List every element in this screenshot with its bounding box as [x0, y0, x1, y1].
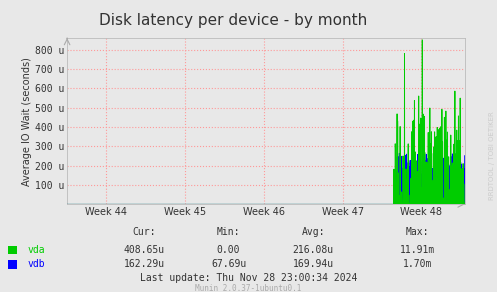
Text: 408.65u: 408.65u: [124, 245, 165, 255]
Text: 11.91m: 11.91m: [400, 245, 435, 255]
Text: 216.08u: 216.08u: [293, 245, 333, 255]
Text: RRDTOOL / TOBI OETIKER: RRDTOOL / TOBI OETIKER: [489, 111, 495, 200]
Text: vdb: vdb: [27, 259, 45, 269]
Text: Munin 2.0.37-1ubuntu0.1: Munin 2.0.37-1ubuntu0.1: [195, 284, 302, 292]
Text: 1.70m: 1.70m: [403, 259, 432, 269]
Text: Last update: Thu Nov 28 23:00:34 2024: Last update: Thu Nov 28 23:00:34 2024: [140, 273, 357, 283]
Text: 67.69u: 67.69u: [211, 259, 246, 269]
Text: Cur:: Cur:: [132, 227, 156, 237]
Text: Max:: Max:: [406, 227, 429, 237]
Text: Avg:: Avg:: [301, 227, 325, 237]
Text: Min:: Min:: [217, 227, 241, 237]
Y-axis label: Average IO Wait (seconds): Average IO Wait (seconds): [22, 57, 32, 186]
Text: Disk latency per device - by month: Disk latency per device - by month: [99, 13, 368, 28]
Text: 0.00: 0.00: [217, 245, 241, 255]
Text: 162.29u: 162.29u: [124, 259, 165, 269]
Text: 169.94u: 169.94u: [293, 259, 333, 269]
Text: vda: vda: [27, 245, 45, 255]
